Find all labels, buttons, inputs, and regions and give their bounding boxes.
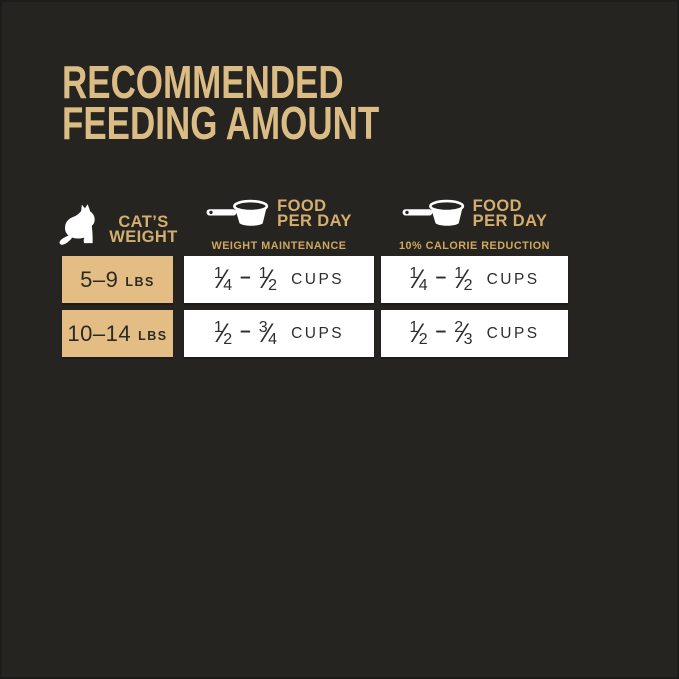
page-title-line2: FEEDING AMOUNT	[62, 97, 380, 149]
weight-column-label: CAT’S WEIGHT	[109, 213, 178, 246]
page-title-line1: RECOMMENDED	[62, 56, 344, 108]
amount-cell-row2-col2: 1 ⁄ 2 – 2 ⁄ 3 CUPS	[381, 310, 568, 357]
food-column-label-1: FOOD PER DAY	[277, 196, 352, 230]
food-column-header-1: FOOD PER DAY WEIGHT MAINTENANCE	[184, 194, 374, 252]
amount-cell-row1-col1: 1 ⁄ 4 – 1 ⁄ 2 CUPS	[184, 256, 374, 303]
fraction-from: 1 ⁄ 2	[409, 318, 428, 348]
measuring-cup-icon	[206, 198, 269, 231]
weight-value: 10–14	[67, 320, 132, 346]
fraction-to: 3 ⁄ 4	[258, 318, 278, 348]
cups-unit-label: CUPS	[291, 270, 345, 288]
fraction-slash: ⁄	[416, 318, 421, 348]
weight-cell-row1: 5–9 LBS	[62, 256, 173, 303]
fraction-slash: ⁄	[265, 318, 271, 348]
amount-cell-row2-col1: 1 ⁄ 2 – 3 ⁄ 4 CUPS	[184, 310, 374, 357]
fraction-slash: ⁄	[461, 264, 466, 294]
fraction-from: 1 ⁄ 4	[409, 264, 428, 294]
fraction-slash: ⁄	[265, 264, 271, 294]
cat-icon	[58, 200, 102, 248]
fraction-to: 1 ⁄ 2	[454, 264, 473, 294]
food-column-subtitle-2: 10% CALORIE REDUCTION	[399, 240, 550, 252]
cups-unit-label: CUPS	[291, 324, 345, 342]
weight-value: 5–9	[80, 266, 119, 292]
range-dash: –	[240, 266, 251, 288]
food-column-subtitle-1: WEIGHT MAINTENANCE	[211, 240, 347, 252]
cups-unit-label: CUPS	[486, 324, 540, 342]
range-dash: –	[240, 320, 251, 342]
food-column-label-2: FOOD PER DAY	[472, 196, 548, 230]
fraction-from: 1 ⁄ 4	[213, 264, 233, 294]
weight-unit: LBS	[138, 329, 168, 343]
food-column-header-2: FOOD PER DAY 10% CALORIE REDUCTION	[381, 194, 568, 252]
measuring-cup-icon	[402, 198, 465, 231]
weight-unit: LBS	[125, 275, 155, 289]
range-dash: –	[435, 320, 447, 342]
fraction-from: 1 ⁄ 2	[213, 318, 233, 348]
fraction-slash: ⁄	[220, 318, 226, 348]
range-dash: –	[435, 266, 447, 288]
fraction-slash: ⁄	[220, 264, 226, 294]
weight-cell-row2: 10–14 LBS	[62, 310, 173, 357]
fraction-slash: ⁄	[461, 318, 466, 348]
page-title: RECOMMENDED FEEDING AMOUNT	[62, 56, 479, 149]
fraction-to: 1 ⁄ 2	[258, 264, 278, 294]
fraction-slash: ⁄	[416, 264, 421, 294]
fraction-to: 2 ⁄ 3	[454, 318, 473, 348]
amount-cell-row1-col2: 1 ⁄ 4 – 1 ⁄ 2 CUPS	[381, 256, 568, 303]
weight-column-header: CAT’S WEIGHT	[58, 198, 178, 248]
cups-unit-label: CUPS	[486, 270, 540, 288]
